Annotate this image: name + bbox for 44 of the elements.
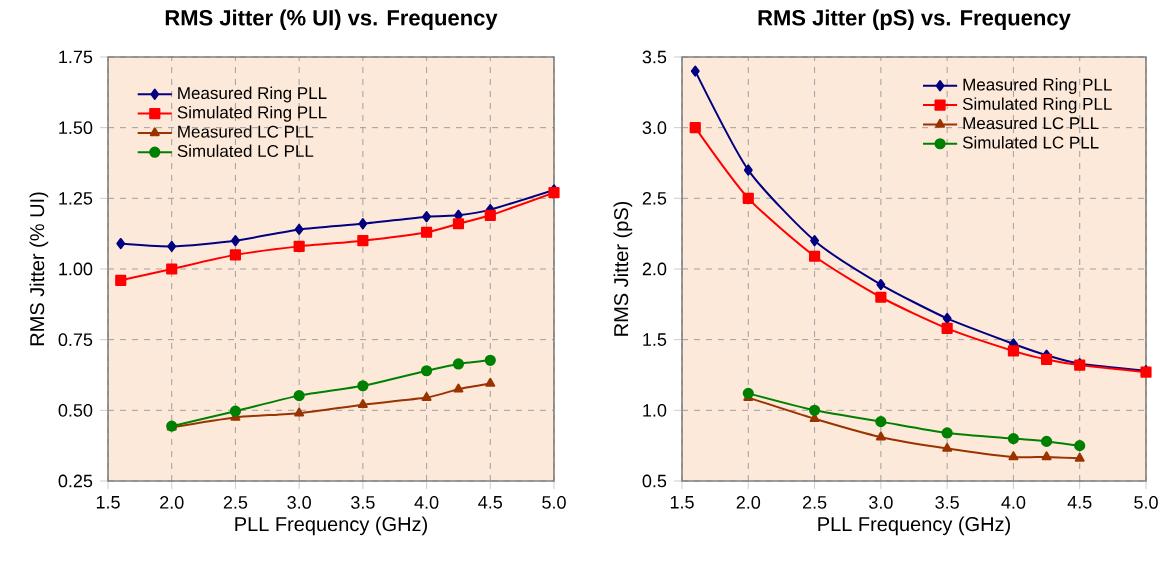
y-tick-label: 1.75 bbox=[59, 50, 93, 64]
chart-title: RMS Jitter (% UI) vs. Frequency bbox=[165, 9, 498, 30]
y-tick-label: 1.50 bbox=[59, 121, 93, 135]
y-axis-title: RMS Jitter (% UI) bbox=[29, 192, 49, 346]
y-tick-label: 0.5 bbox=[642, 474, 667, 488]
x-tick-label: 2.5 bbox=[223, 496, 248, 509]
y-tick-label: 1.5 bbox=[643, 333, 667, 346]
legend-label: Simulated Ring PLL bbox=[962, 97, 1112, 114]
legend-label: Simulated LC PLL bbox=[177, 144, 314, 158]
x-tick-label: 3.0 bbox=[869, 496, 893, 509]
x-tick-label: 2.0 bbox=[160, 496, 184, 509]
y-tick-label: 1.25 bbox=[59, 191, 93, 205]
x-tick-label: 5.0 bbox=[1134, 496, 1158, 509]
x-tick-label: 4.0 bbox=[1001, 496, 1026, 509]
x-tick-label: 2.5 bbox=[802, 496, 827, 509]
x-tick-label: 4.0 bbox=[414, 496, 439, 509]
y-tick-label: 1.0 bbox=[643, 403, 667, 417]
x-tick-label: 1.5 bbox=[670, 496, 694, 509]
x-tick-label: 3.5 bbox=[351, 496, 375, 509]
legend-label: Measured Ring PLL bbox=[963, 78, 1112, 94]
y-axis-title: RMS Jitter (pS) bbox=[613, 201, 633, 336]
x-tick-label: 3.5 bbox=[935, 496, 959, 509]
x-axis-title: PLL Frequency (GHz) bbox=[235, 516, 427, 536]
y-tick-label: 2.5 bbox=[642, 191, 667, 205]
x-tick-label: 4.5 bbox=[1067, 496, 1092, 509]
y-tick-label: 0.25 bbox=[58, 474, 93, 488]
x-tick-label: 1.5 bbox=[96, 496, 120, 509]
y-tick-label: 3.0 bbox=[642, 121, 667, 135]
legend-label: Measured Ring PLL bbox=[178, 86, 327, 103]
legend-label: Measured LC PLL bbox=[178, 125, 314, 138]
y-tick-label: 0.50 bbox=[58, 403, 93, 417]
x-tick-label: 3.0 bbox=[287, 496, 311, 509]
legend-label: Measured LC PLL bbox=[963, 116, 1099, 130]
legend-label: Simulated LC PLL bbox=[962, 136, 1099, 149]
y-tick-label: 2.0 bbox=[642, 262, 667, 276]
legend-label: Simulated Ring PLL bbox=[177, 105, 327, 122]
x-axis-title: PLL Frequency (GHz) bbox=[818, 516, 1010, 536]
chart-title: RMS Jitter (pS) vs. Frequency bbox=[758, 9, 1071, 30]
x-tick-label: 5.0 bbox=[542, 496, 566, 509]
y-tick-label: 0.75 bbox=[58, 333, 93, 347]
x-tick-label: 4.5 bbox=[478, 496, 503, 509]
y-tick-label: 1.00 bbox=[59, 262, 93, 276]
y-tick-label: 3.5 bbox=[642, 50, 667, 64]
x-tick-label: 2.0 bbox=[736, 496, 761, 509]
